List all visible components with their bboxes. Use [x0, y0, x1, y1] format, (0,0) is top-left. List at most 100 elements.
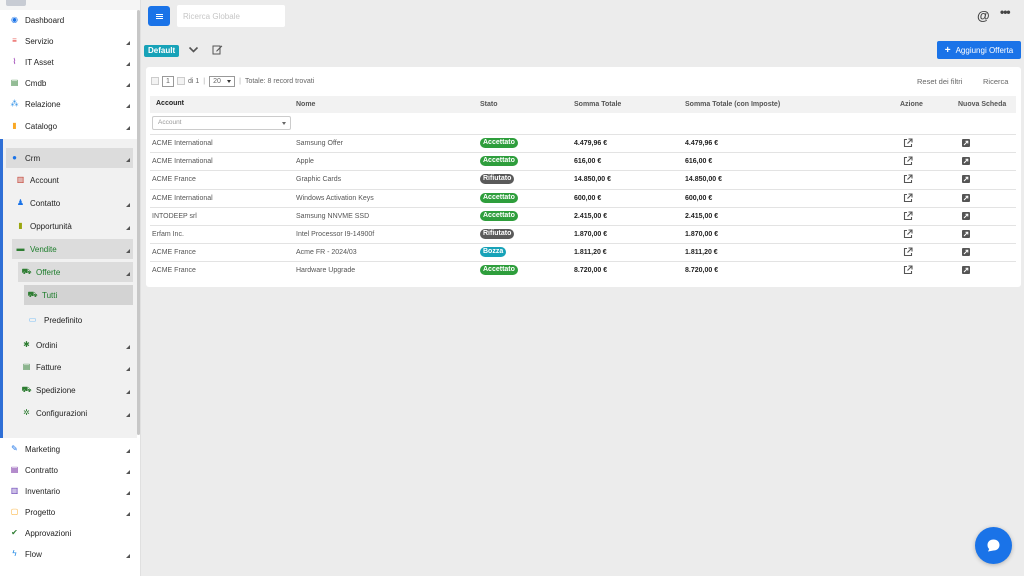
sidebar-item-relazione[interactable]: ⁂ Relazione: [0, 94, 137, 114]
sidebar-item-vendite[interactable]: ▬ Vendite: [12, 239, 133, 259]
expand-arrow-icon[interactable]: [126, 449, 130, 453]
cell-name[interactable]: Samsung NNVME SSD: [296, 212, 370, 220]
sidebar-item-marketing[interactable]: ✎ Marketing: [0, 439, 137, 459]
expand-arrow-icon[interactable]: [126, 226, 130, 230]
sidebar-item-tutti[interactable]: ⛟ Tutti: [24, 285, 133, 305]
expand-arrow-icon[interactable]: [126, 390, 130, 394]
expand-arrow-icon[interactable]: [126, 249, 130, 253]
open-external-icon[interactable]: [903, 138, 913, 148]
new-tab-icon[interactable]: [961, 174, 971, 184]
sidebar-item-account[interactable]: ▥ Account: [0, 170, 137, 190]
table-row[interactable]: Erfam Inc. Intel Processor I9-14900f Rifiu…: [150, 225, 1016, 243]
sidebar-item-opportunit-[interactable]: ▮ Opportunità: [0, 216, 137, 236]
sidebar-item-flow[interactable]: ϟ Flow: [0, 544, 137, 564]
table-row[interactable]: ACME France Acme FR - 2024/03 Bozza 1.811,2…: [150, 243, 1016, 261]
table-row[interactable]: INTODEEP srl Samsung NNVME SSD Accettato 2.…: [150, 206, 1016, 225]
cell-account[interactable]: ACME France: [152, 176, 196, 184]
table-row[interactable]: ACME International Samsung Offer Accettato…: [150, 134, 1016, 152]
sidebar-item-dashboard[interactable]: ◉ Dashboard: [0, 10, 137, 30]
new-tab-icon[interactable]: [961, 138, 971, 148]
expand-arrow-icon[interactable]: [126, 126, 130, 130]
cell-name[interactable]: Graphic Cards: [296, 176, 342, 184]
new-tab-icon[interactable]: [961, 265, 971, 275]
expand-arrow-icon[interactable]: [126, 203, 130, 207]
expand-arrow-icon[interactable]: [126, 104, 130, 108]
column-header-account[interactable]: Account: [156, 100, 184, 107]
cell-account[interactable]: ACME France: [152, 249, 196, 257]
table-row[interactable]: ACME France Hardware Upgrade Accettato 8.72…: [150, 261, 1016, 279]
reset-filters-link[interactable]: Reset dei filtri: [917, 77, 963, 86]
open-external-icon[interactable]: [903, 229, 913, 239]
new-tab-icon[interactable]: [961, 156, 971, 166]
page-number-input[interactable]: 1: [162, 75, 174, 87]
edit-view-icon[interactable]: [212, 44, 223, 55]
new-tab-icon[interactable]: [961, 247, 971, 257]
expand-arrow-icon[interactable]: [126, 554, 130, 558]
expand-arrow-icon[interactable]: [126, 512, 130, 516]
open-external-icon[interactable]: [903, 211, 913, 221]
table-row[interactable]: ACME International Windows Activation Key…: [150, 188, 1016, 207]
add-offer-button[interactable]: + Aggiungi Offerta: [937, 41, 1021, 59]
cell-account[interactable]: ACME International: [152, 158, 213, 166]
sidebar-item-it-asset[interactable]: ⌇ IT Asset: [0, 52, 137, 72]
expand-arrow-icon[interactable]: [126, 345, 130, 349]
view-selector-badge[interactable]: Default: [144, 45, 180, 57]
chevron-down-icon[interactable]: [188, 44, 199, 55]
column-header-status[interactable]: Stato: [480, 101, 498, 108]
open-external-icon[interactable]: [903, 156, 913, 166]
expand-arrow-icon[interactable]: [126, 367, 130, 371]
cell-account[interactable]: ACME International: [152, 194, 213, 202]
cell-account[interactable]: Erfam Inc.: [152, 231, 184, 238]
sidebar-item-progetto[interactable]: ▢ Progetto: [0, 502, 137, 522]
expand-arrow-icon[interactable]: [126, 470, 130, 474]
expand-arrow-icon[interactable]: [126, 491, 130, 495]
cell-account[interactable]: ACME International: [152, 140, 213, 147]
first-page-button[interactable]: [151, 77, 159, 85]
sidebar-item-servizio[interactable]: ≡ Servizio: [0, 31, 137, 51]
new-tab-icon[interactable]: [961, 211, 971, 221]
table-row[interactable]: ACME France Graphic Cards Rifiutato 14.850,…: [150, 170, 1016, 188]
table-row[interactable]: ACME International Apple Accettato 616,00 €…: [150, 152, 1016, 170]
column-header-total[interactable]: Somma Totale: [574, 101, 622, 108]
sidebar-item-approvazioni[interactable]: ✔ Approvazioni: [0, 523, 137, 543]
page-size-select[interactable]: 20: [209, 75, 236, 87]
sidebar-item-inventario[interactable]: ▥ Inventario: [0, 481, 137, 501]
sidebar-item-predefinito[interactable]: ▭ Predefinito: [0, 310, 137, 330]
column-header-name[interactable]: Nome: [296, 101, 316, 108]
open-external-icon[interactable]: [903, 265, 913, 275]
expand-arrow-icon[interactable]: [126, 41, 130, 45]
more-options-icon[interactable]: •••: [1000, 5, 1011, 19]
sidebar-item-spedizione[interactable]: ⛟ Spedizione: [0, 380, 137, 400]
new-tab-icon[interactable]: [961, 229, 971, 239]
cell-account[interactable]: INTODEEP srl: [152, 212, 197, 220]
open-external-icon[interactable]: [903, 193, 913, 203]
cell-name[interactable]: Samsung Offer: [296, 140, 343, 147]
sidebar-item-ordini[interactable]: ✱ Ordini: [0, 335, 137, 355]
menu-toggle-button[interactable]: [148, 6, 170, 26]
sidebar-item-configurazioni[interactable]: ✲ Configurazioni: [0, 403, 137, 423]
expand-arrow-icon[interactable]: [126, 83, 130, 87]
sidebar-item-offerte[interactable]: ⛟ Offerte: [18, 262, 133, 282]
cell-name[interactable]: Acme FR - 2024/03: [296, 249, 357, 257]
account-filter-select[interactable]: Account: [152, 116, 291, 130]
search-link[interactable]: Ricerca: [983, 77, 1009, 86]
open-external-icon[interactable]: [903, 174, 913, 184]
cell-name[interactable]: Apple: [296, 158, 314, 166]
column-header-total-tax[interactable]: Somma Totale (con Imposte): [685, 101, 781, 108]
expand-arrow-icon[interactable]: [126, 272, 130, 276]
sidebar-item-cmdb[interactable]: ▤ Cmdb: [0, 73, 137, 93]
mention-icon[interactable]: @: [977, 8, 990, 23]
cell-account[interactable]: ACME France: [152, 267, 196, 275]
sidebar-item-fatture[interactable]: ▤ Fatture: [0, 357, 137, 377]
sidebar-scrollbar[interactable]: [137, 10, 140, 435]
expand-arrow-icon[interactable]: [126, 413, 130, 417]
global-search-input[interactable]: [177, 5, 285, 27]
expand-arrow-icon[interactable]: [126, 158, 130, 162]
cell-name[interactable]: Windows Activation Keys: [296, 194, 374, 202]
chat-button[interactable]: [975, 527, 1012, 564]
open-external-icon[interactable]: [903, 247, 913, 257]
sidebar-item-contratto[interactable]: ▤ Contratto: [0, 460, 137, 480]
cell-name[interactable]: Intel Processor I9-14900f: [296, 231, 375, 238]
sidebar-item-contatto[interactable]: ♟ Contatto: [0, 193, 137, 213]
sidebar-item-crm[interactable]: ● Crm: [6, 148, 133, 168]
